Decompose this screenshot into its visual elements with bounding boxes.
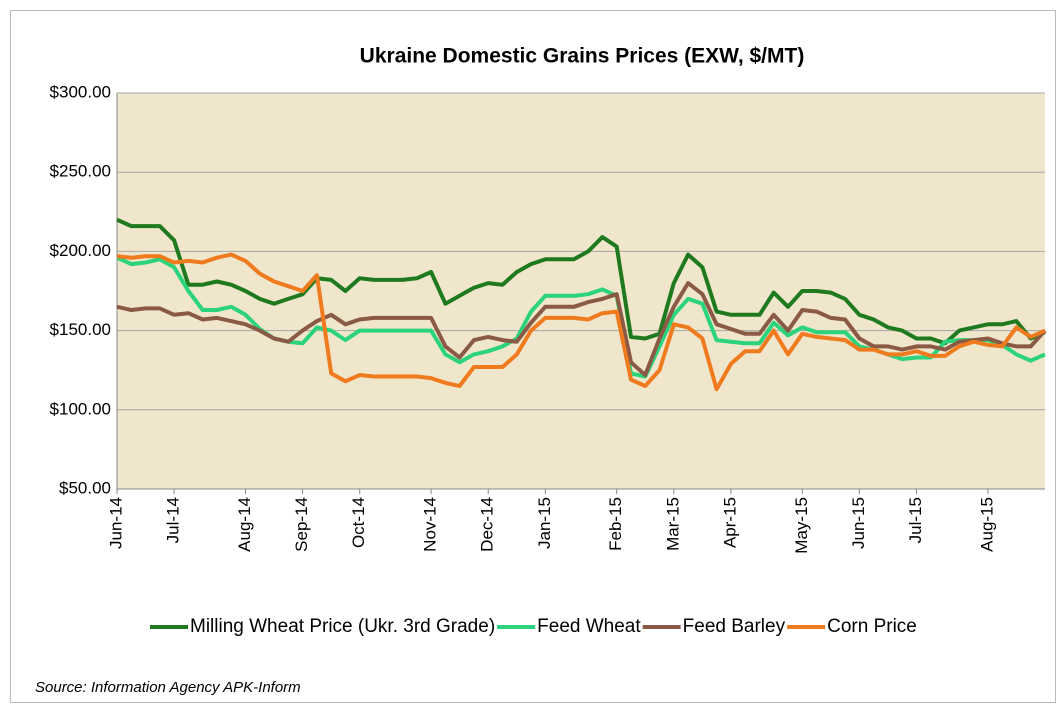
x-tick-label: Dec-14 (478, 497, 497, 552)
x-tick-label: Apr-15 (720, 497, 739, 548)
x-tick-label: Aug-15 (977, 497, 996, 552)
x-tick-label: Nov-14 (421, 497, 440, 552)
chart-title: Ukraine Domestic Grains Prices (EXW, $/M… (360, 45, 805, 68)
x-tick-label: Jul-15 (906, 497, 925, 543)
y-tick-label: $300.00 (50, 82, 111, 101)
x-tick-label: Mar-15 (663, 497, 682, 551)
legend-label: Milling Wheat Price (Ukr. 3rd Grade) (190, 616, 495, 637)
legend-label: Feed Barley (683, 616, 786, 637)
series-line (116, 252, 1046, 392)
x-tick-label: Oct-14 (349, 497, 368, 548)
x-tick-label: Jun-15 (849, 497, 868, 549)
y-tick-label: $100.00 (50, 399, 111, 418)
y-tick-label: $200.00 (50, 241, 111, 260)
y-tick-label: $250.00 (50, 162, 111, 181)
x-tick-label: Sep-14 (292, 497, 311, 552)
plot-area (117, 93, 1045, 489)
y-tick-label: $150.00 (50, 320, 111, 339)
x-tick-label: Feb-15 (606, 497, 625, 551)
legend-label: Corn Price (827, 616, 917, 637)
y-tick-label: $50.00 (59, 478, 111, 497)
x-tick-label: May-15 (792, 497, 811, 554)
source-note: Source: Information Agency APK-Inform (35, 679, 301, 696)
series-line (116, 217, 1046, 346)
x-tick-label: Jan-15 (535, 497, 554, 549)
x-tick-label: Jul-14 (164, 497, 183, 543)
series-line (116, 281, 1047, 377)
legend-label: Feed Wheat (537, 616, 641, 637)
x-tick-label: Jun-14 (106, 497, 125, 549)
x-tick-label: Aug-14 (235, 497, 254, 552)
